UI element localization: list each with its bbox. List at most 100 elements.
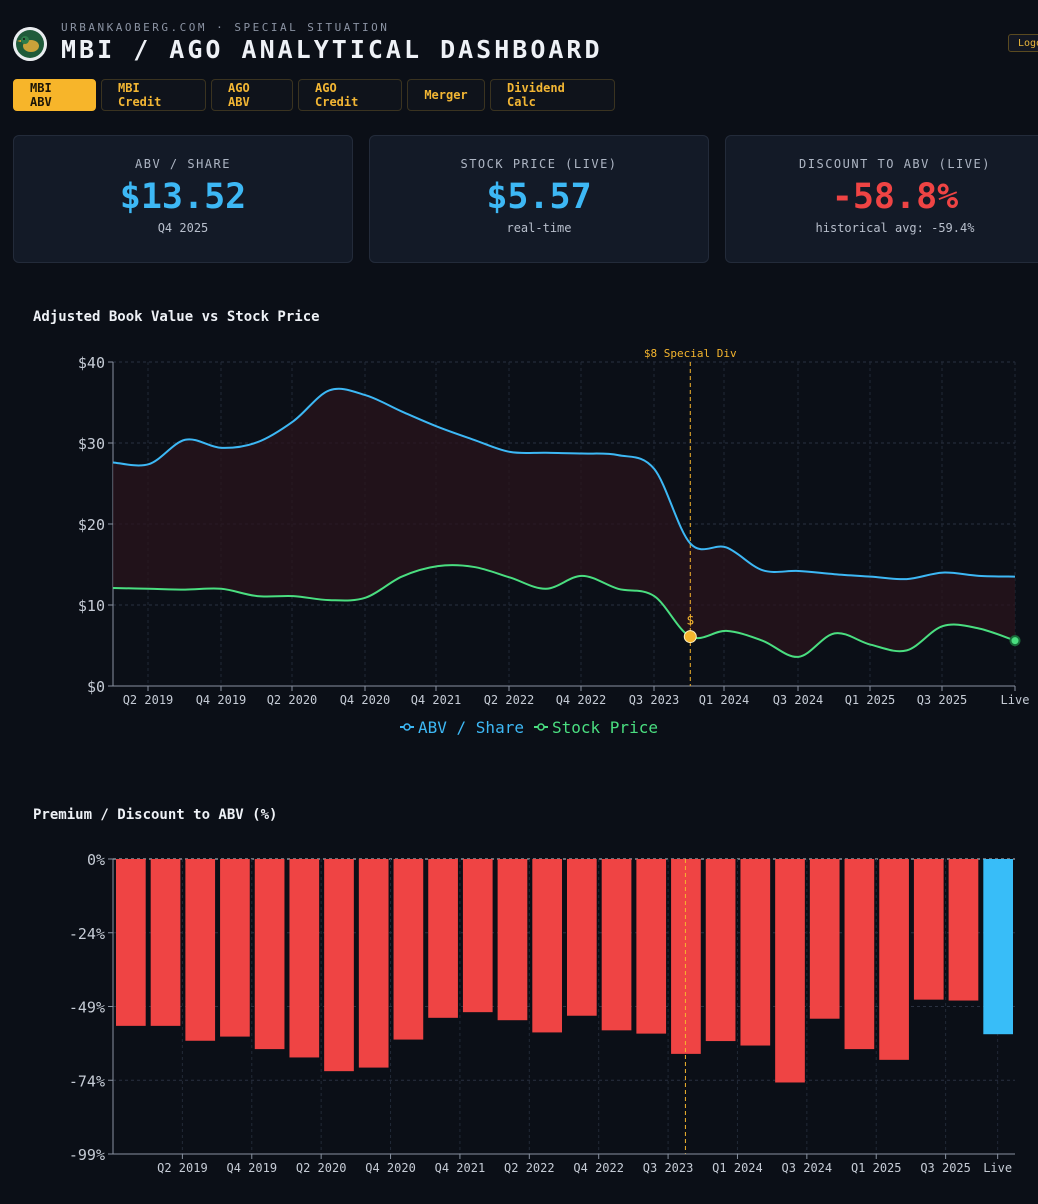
x-tick-label: Q1 2024 bbox=[699, 693, 750, 707]
stock-price-card: STOCK PRICE (LIVE) $5.57 real-time bbox=[369, 135, 709, 263]
card-subtitle: real-time bbox=[506, 221, 572, 235]
card-value: $13.52 bbox=[119, 177, 247, 217]
y-tick-label: $20 bbox=[78, 516, 105, 534]
discount-bar bbox=[150, 859, 181, 1026]
card-subtitle: Q4 2025 bbox=[157, 221, 209, 235]
x-tick-label: Q2 2022 bbox=[484, 693, 535, 707]
card-label: ABV / SHARE bbox=[135, 157, 231, 171]
tab-merger[interactable]: Merger bbox=[407, 79, 485, 111]
page-title: MBI / AGO ANALYTICAL DASHBOARD bbox=[61, 35, 603, 64]
discount-bar-chart: 0% -24% -49% -74% -99% Q2 2019 Q4 2019 Q2 2020 Q… bbox=[69, 851, 1015, 1175]
discount-bar bbox=[324, 859, 354, 1072]
discount-bar bbox=[428, 859, 458, 1018]
x-tick-label: Q1 2025 bbox=[845, 693, 896, 707]
discount-bar bbox=[358, 859, 389, 1068]
x-tick-label: Q4 2022 bbox=[573, 1161, 624, 1175]
discount-bar bbox=[636, 859, 667, 1034]
dividend-marker-label: $ bbox=[686, 614, 694, 629]
legend-abv-marker bbox=[403, 723, 411, 731]
site-kicker: URBANKAOBERG.COM · SPECIAL SITUATION bbox=[61, 21, 390, 34]
y-tick-label: $30 bbox=[78, 435, 105, 453]
live-price-point bbox=[1009, 635, 1021, 647]
discount-bar bbox=[497, 859, 528, 1021]
logout-button[interactable]: Logout bbox=[1008, 34, 1038, 52]
discount-bar bbox=[809, 859, 840, 1019]
y-tick-label: -74% bbox=[69, 1072, 105, 1090]
x-tick-label: Q2 2020 bbox=[267, 693, 318, 707]
discount-bar bbox=[116, 859, 146, 1026]
card-label: DISCOUNT TO ABV (LIVE) bbox=[799, 157, 991, 171]
card-subtitle: historical avg: -59.4% bbox=[815, 221, 975, 235]
discount-bar bbox=[913, 859, 944, 1000]
discount-bar bbox=[879, 859, 909, 1060]
x-tick-label: Q3 2024 bbox=[773, 693, 824, 707]
discount-card: DISCOUNT TO ABV (LIVE) -58.8% historical… bbox=[725, 135, 1038, 263]
tab-bar: MBI ABV MBI Credit AGO ABV AGO Credit Me… bbox=[13, 79, 615, 111]
y-tick-label: -24% bbox=[69, 925, 105, 943]
special-dividend-label: $8 Special Div bbox=[644, 347, 737, 360]
x-tick-label: Q2 2022 bbox=[504, 1161, 555, 1175]
legend-price-label: Stock Price bbox=[552, 718, 658, 737]
card-label: STOCK PRICE (LIVE) bbox=[460, 157, 618, 171]
abv-series-line bbox=[112, 387, 1016, 581]
y-tick-label: $40 bbox=[78, 354, 105, 372]
x-tick-label: Q1 2025 bbox=[851, 1161, 902, 1175]
price-series-line bbox=[112, 564, 1016, 658]
x-tick-label: Q4 2020 bbox=[340, 693, 391, 707]
discount-bar bbox=[462, 859, 493, 1013]
y-tick-label: $10 bbox=[78, 597, 105, 615]
tab-ago-abv[interactable]: AGO ABV bbox=[211, 79, 293, 111]
tab-mbi-credit[interactable]: MBI Credit bbox=[101, 79, 206, 111]
x-tick-label: Live bbox=[983, 1161, 1012, 1175]
legend-abv-label: ABV / Share bbox=[418, 718, 524, 737]
card-value: -58.8% bbox=[831, 177, 959, 217]
discount-bar bbox=[289, 859, 320, 1058]
x-tick-label: Q3 2023 bbox=[643, 1161, 694, 1175]
card-value: $5.57 bbox=[486, 177, 592, 217]
discount-bar bbox=[185, 859, 216, 1041]
x-tick-label: Q2 2019 bbox=[123, 693, 174, 707]
x-tick-label: Q3 2025 bbox=[917, 693, 968, 707]
x-tick-label: Q4 2021 bbox=[411, 693, 462, 707]
x-tick-label: Q4 2019 bbox=[196, 693, 247, 707]
x-tick-label: Q4 2021 bbox=[435, 1161, 486, 1175]
discount-bar bbox=[532, 859, 562, 1033]
legend-price-marker bbox=[537, 723, 545, 731]
x-tick-label: Q1 2024 bbox=[712, 1161, 763, 1175]
abv-per-share-card: ABV / SHARE $13.52 Q4 2025 bbox=[13, 135, 353, 263]
x-tick-label: Q4 2020 bbox=[365, 1161, 416, 1175]
discount-bar bbox=[775, 859, 805, 1083]
x-tick-label: Live bbox=[1001, 693, 1030, 707]
tab-dividend-calc[interactable]: Dividend Calc bbox=[490, 79, 615, 111]
duck-logo-icon bbox=[13, 27, 47, 61]
discount-bar bbox=[220, 859, 250, 1037]
abv-chart-title: Adjusted Book Value vs Stock Price bbox=[33, 309, 320, 325]
discount-bar bbox=[393, 859, 424, 1040]
y-tick-label: $0 bbox=[87, 678, 105, 696]
y-tick-label: 0% bbox=[87, 851, 105, 869]
abv-price-gap-area bbox=[113, 388, 1015, 657]
live-discount-bar bbox=[983, 859, 1013, 1035]
y-tick-label: -49% bbox=[69, 999, 105, 1017]
x-tick-label: Q4 2022 bbox=[556, 693, 607, 707]
dividend-marker-point bbox=[683, 630, 697, 644]
discount-bar bbox=[254, 859, 285, 1050]
y-tick-label: -99% bbox=[69, 1146, 105, 1164]
discount-bar bbox=[948, 859, 979, 1001]
discount-bar bbox=[740, 859, 771, 1046]
abv-vs-price-chart: $0 $10 $20 $30 $40 Q2 2019 Q4 2019 Q2 2020 Q4 20… bbox=[78, 347, 1030, 737]
discount-bar bbox=[601, 859, 632, 1031]
discount-bar bbox=[567, 859, 597, 1016]
x-tick-label: Q4 2019 bbox=[226, 1161, 277, 1175]
discount-bar bbox=[844, 859, 875, 1050]
x-tick-label: Q3 2024 bbox=[782, 1161, 833, 1175]
tab-mbi-abv[interactable]: MBI ABV bbox=[13, 79, 96, 111]
x-tick-label: Q2 2020 bbox=[296, 1161, 347, 1175]
discount-bar bbox=[705, 859, 736, 1042]
tab-ago-credit[interactable]: AGO Credit bbox=[298, 79, 402, 111]
discount-chart-title: Premium / Discount to ABV (%) bbox=[33, 807, 278, 823]
x-tick-label: Q3 2025 bbox=[920, 1161, 971, 1175]
x-tick-label: Q3 2023 bbox=[629, 693, 680, 707]
x-tick-label: Q2 2019 bbox=[157, 1161, 208, 1175]
site-logo bbox=[13, 27, 47, 61]
